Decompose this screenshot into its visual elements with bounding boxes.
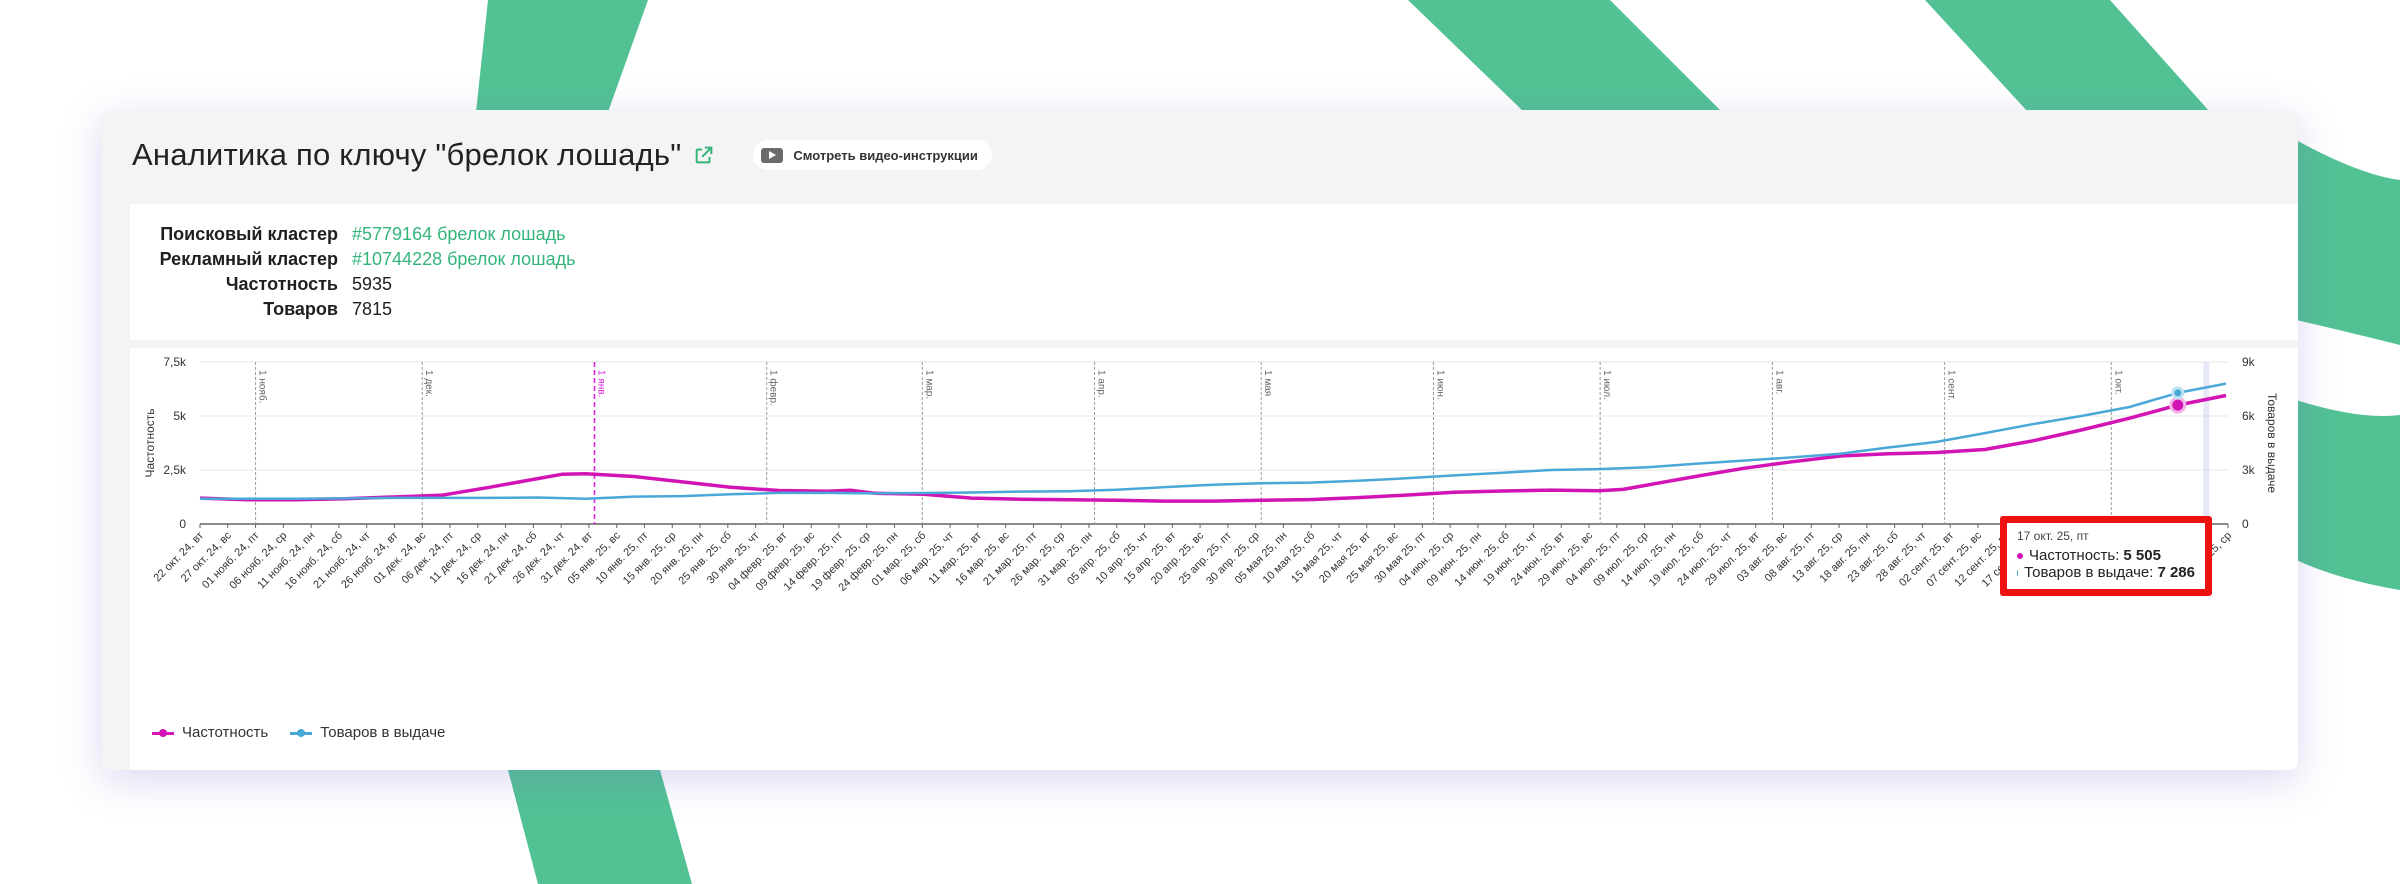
month-marker-label: 1 дек. <box>423 370 434 397</box>
legend-symbol <box>152 728 174 738</box>
tooltip-date: 17 окт. 25, пт <box>2017 529 2089 543</box>
info-label: Товаров <box>263 299 338 319</box>
month-marker-label: 1 авг. <box>1773 370 1784 394</box>
month-marker-label: 1 окт. <box>2112 370 2123 395</box>
hover-band <box>2203 362 2210 524</box>
info-label: Рекламный кластер <box>159 249 338 269</box>
frequency-value: 5935 <box>352 274 393 294</box>
y-left-tick-label: 7,5k <box>163 355 187 369</box>
month-marker-label: 1 сент. <box>1946 370 1957 401</box>
month-marker-label: 1 июн. <box>1434 370 1445 400</box>
y-left-axis-title: Частотность <box>143 409 157 478</box>
y-left-tick-label: 0 <box>179 517 186 531</box>
y-left-tick-label: 5k <box>173 409 187 423</box>
month-marker-label: 1 апр. <box>1096 370 1107 398</box>
month-marker-label: 1 февр. <box>768 370 780 406</box>
analytics-card: Аналитика по ключу "брелок лошадь" Смотр… <box>102 110 2298 770</box>
line-chart[interactable]: 0 2,5k 5k 7,5k 0 3k 6k 9k Частотность Товаров в в… <box>130 348 2298 770</box>
info-row-search-cluster: Поисковый кластер #5779164 брелок лошадь <box>130 224 565 245</box>
products-hover-point <box>2171 386 2185 400</box>
tooltip-value: 5 505 <box>2123 547 2161 564</box>
legend-label: Частотность <box>182 724 269 741</box>
y-left-tick-label: 2,5k <box>163 463 187 477</box>
chart-legend: Частотность Товаров в выдаче <box>152 724 467 741</box>
legend-item-products[interactable]: Товаров в выдаче <box>290 724 445 741</box>
month-marker-label: 1 мая <box>1262 370 1273 396</box>
y-right-tick-label: 3k <box>2242 463 2256 477</box>
chart-panel: 0 2,5k 5k 7,5k 0 3k 6k 9k Частотность Товаров в в… <box>130 348 2298 770</box>
month-marker-label: 1 янв. <box>595 370 606 397</box>
search-cluster-link[interactable]: #5779164 брелок лошадь <box>352 224 566 244</box>
card-header: Аналитика по ключу "брелок лошадь" Смотр… <box>132 132 992 178</box>
y-right-tick-label: 9k <box>2242 355 2256 369</box>
frequency-hover-point <box>2169 396 2187 414</box>
tooltip-dot <box>2017 552 2023 559</box>
ad-cluster-link[interactable]: #10744228 брелок лошадь <box>352 249 576 269</box>
play-icon <box>761 147 784 163</box>
external-link-icon[interactable] <box>693 144 715 166</box>
products-value: 7815 <box>352 299 393 319</box>
month-marker-label: 1 июл. <box>1601 370 1612 400</box>
legend-label: Товаров в выдаче <box>320 724 446 741</box>
legend-item-frequency[interactable]: Частотность <box>152 724 268 741</box>
legend-symbol <box>290 728 313 738</box>
products-series-line <box>200 382 2227 501</box>
tooltip-value: 7 286 <box>2157 564 2195 581</box>
tooltip-label: Товаров в выдаче: <box>2024 564 2154 581</box>
month-marker-label: 1 нояб. <box>257 370 269 403</box>
info-row-frequency: Частотность 5935 <box>130 274 392 295</box>
info-row-ad-cluster: Рекламный кластер #10744228 брелок лошад… <box>130 249 576 270</box>
info-label: Поисковый кластер <box>160 224 338 244</box>
month-marker-label: 1 мар. <box>923 370 934 399</box>
chart-tooltip: 17 окт. 25, пт Частотность: 5 505 Товаро… <box>2000 516 2212 596</box>
tooltip-dot <box>2017 569 2019 576</box>
tooltip-row-products: Товаров в выдаче: 7 286 <box>2017 564 2195 581</box>
video-instructions-button[interactable]: Смотреть видео-инструкции <box>753 140 992 170</box>
y-right-axis-title: Товаров в выдаче <box>2265 393 2279 493</box>
frequency-series-line <box>199 393 2227 503</box>
y-right-tick-label: 0 <box>2242 517 2249 531</box>
tooltip-label: Частотность: <box>2029 547 2120 564</box>
cluster-info-panel: Поисковый кластер #5779164 брелок лошадь… <box>130 204 2298 340</box>
tooltip-row-frequency: Частотность: 5 505 <box>2017 547 2195 564</box>
page-title: Аналитика по ключу "брелок лошадь" <box>132 137 682 172</box>
info-label: Частотность <box>225 274 338 294</box>
y-right-tick-label: 6k <box>2242 409 2256 423</box>
video-button-label: Смотреть видео-инструкции <box>793 147 978 163</box>
info-row-products: Товаров 7815 <box>130 299 392 320</box>
